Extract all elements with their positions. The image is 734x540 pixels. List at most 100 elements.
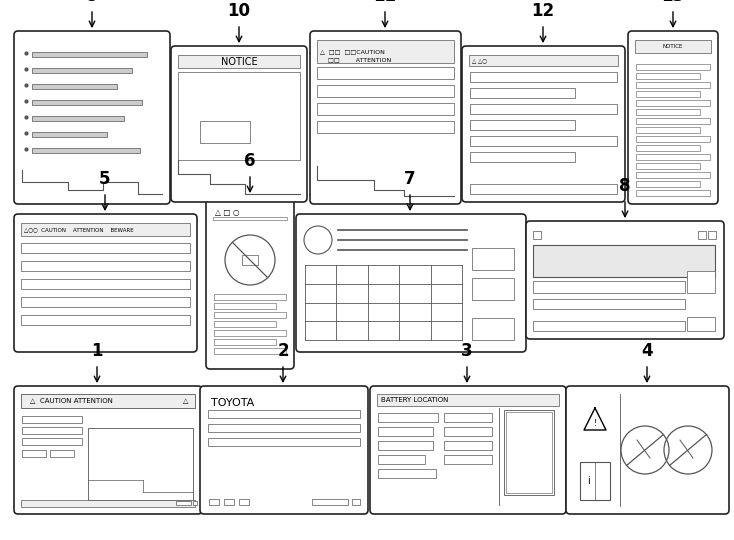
Bar <box>242 255 258 265</box>
Bar <box>636 154 710 160</box>
Bar <box>377 394 559 406</box>
Bar <box>32 52 147 57</box>
Bar <box>32 68 132 73</box>
Bar <box>21 243 190 253</box>
Bar <box>32 148 140 153</box>
Bar <box>636 109 700 115</box>
Bar <box>470 184 617 194</box>
Bar <box>214 294 286 300</box>
Text: NOTICE: NOTICE <box>663 44 683 50</box>
Bar <box>176 501 191 505</box>
Bar <box>22 450 46 457</box>
Text: 10: 10 <box>228 2 250 20</box>
Text: △: △ <box>30 398 35 404</box>
Text: 9: 9 <box>86 0 98 5</box>
Bar <box>636 136 710 142</box>
Text: △ □ ○: △ □ ○ <box>215 207 239 217</box>
Bar <box>687 271 715 293</box>
Bar <box>378 455 425 464</box>
Bar <box>208 410 360 418</box>
Bar <box>214 330 286 336</box>
Text: △○○  CAUTION    ATTENTION    BEWARE: △○○ CAUTION ATTENTION BEWARE <box>24 227 134 233</box>
Bar <box>636 64 710 70</box>
Bar <box>636 118 710 124</box>
Bar <box>470 152 575 162</box>
Text: 12: 12 <box>531 2 555 20</box>
FancyBboxPatch shape <box>566 386 729 514</box>
Text: BATTERY LOCATION: BATTERY LOCATION <box>381 397 448 403</box>
Bar <box>378 427 433 436</box>
Text: i: i <box>586 476 589 486</box>
Bar <box>472 278 514 300</box>
Bar <box>21 223 190 236</box>
FancyBboxPatch shape <box>200 386 368 514</box>
FancyBboxPatch shape <box>628 31 718 204</box>
Bar <box>178 72 300 160</box>
Bar <box>22 427 82 434</box>
Text: !: ! <box>593 420 597 429</box>
Bar <box>533 245 715 277</box>
Text: 13: 13 <box>661 0 685 5</box>
Bar <box>378 469 436 478</box>
Bar <box>470 120 575 130</box>
Bar <box>239 499 249 505</box>
Text: △  □□  □□CAUTION: △ □□ □□CAUTION <box>320 50 385 55</box>
Bar <box>636 172 710 178</box>
Bar <box>21 500 195 507</box>
Bar <box>21 261 190 271</box>
Bar <box>470 88 575 98</box>
Bar <box>378 413 438 422</box>
Bar <box>444 413 492 422</box>
Bar <box>533 231 541 239</box>
Bar <box>444 441 492 450</box>
Bar <box>193 501 197 505</box>
Bar <box>533 299 685 309</box>
Bar <box>636 163 700 169</box>
Bar <box>208 424 360 432</box>
Bar <box>214 321 276 327</box>
Bar <box>208 438 360 446</box>
Bar <box>472 318 514 340</box>
Text: △: △ <box>183 398 188 404</box>
Bar <box>22 416 82 423</box>
Text: NOTICE: NOTICE <box>221 57 258 67</box>
Bar <box>32 84 117 89</box>
Text: TOYOTA: TOYOTA <box>211 398 254 408</box>
Bar <box>470 72 617 82</box>
Bar <box>317 40 454 63</box>
Bar <box>32 100 142 105</box>
Text: △ △○: △ △○ <box>472 58 487 64</box>
Bar <box>687 317 715 331</box>
Bar <box>32 132 107 137</box>
Text: 1: 1 <box>91 342 103 360</box>
Bar <box>444 455 492 464</box>
Bar <box>636 91 700 97</box>
Bar <box>312 499 348 505</box>
Bar <box>21 394 195 408</box>
Bar <box>317 85 454 97</box>
Bar <box>708 231 716 239</box>
Bar <box>88 428 193 500</box>
Text: 6: 6 <box>244 152 255 170</box>
Text: 3: 3 <box>461 342 473 360</box>
FancyBboxPatch shape <box>296 214 526 352</box>
FancyBboxPatch shape <box>526 221 724 339</box>
Bar <box>636 145 700 151</box>
Bar <box>533 321 685 331</box>
Text: 4: 4 <box>642 342 653 360</box>
Bar <box>580 462 610 500</box>
Bar <box>470 136 617 146</box>
Text: □□        ATTENTION: □□ ATTENTION <box>320 57 391 63</box>
Bar <box>50 450 74 457</box>
Bar <box>444 427 492 436</box>
Bar <box>636 181 700 187</box>
Bar <box>472 248 514 270</box>
Bar <box>317 67 454 79</box>
Bar <box>352 499 360 505</box>
Bar <box>636 127 700 133</box>
Bar <box>636 82 710 88</box>
FancyBboxPatch shape <box>370 386 566 514</box>
Bar <box>506 412 552 493</box>
Text: CAUTION ATTENTION: CAUTION ATTENTION <box>40 398 113 404</box>
Bar <box>317 103 454 115</box>
